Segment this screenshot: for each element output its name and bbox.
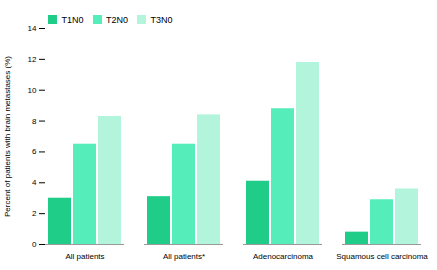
svg-text:12: 12: [28, 55, 37, 64]
svg-text:6: 6: [32, 147, 37, 156]
html-text:T3N0: T3N0: [150, 14, 173, 25]
svg-text:0: 0: [32, 240, 37, 249]
svg-text:2: 2: [32, 209, 37, 218]
svg-text:Adenocarcinoma: Adenocarcinoma: [253, 252, 314, 261]
svg-text:10: 10: [28, 86, 37, 95]
html-text:T2N0: T2N0: [106, 14, 128, 25]
svg-text:8: 8: [32, 117, 37, 126]
svg-text:4: 4: [32, 178, 37, 187]
html-text:T1N0: T1N0: [61, 14, 84, 25]
svg-text:All patients: All patients: [65, 252, 104, 261]
svg-text:14: 14: [28, 24, 37, 33]
svg-text:Squamous cell carcinoma: Squamous cell carcinoma: [336, 252, 428, 261]
svg-text:Percent of patients with brain: Percent of patients with brain metastase…: [3, 56, 12, 217]
svg-text:All patients*: All patients*: [163, 252, 205, 261]
